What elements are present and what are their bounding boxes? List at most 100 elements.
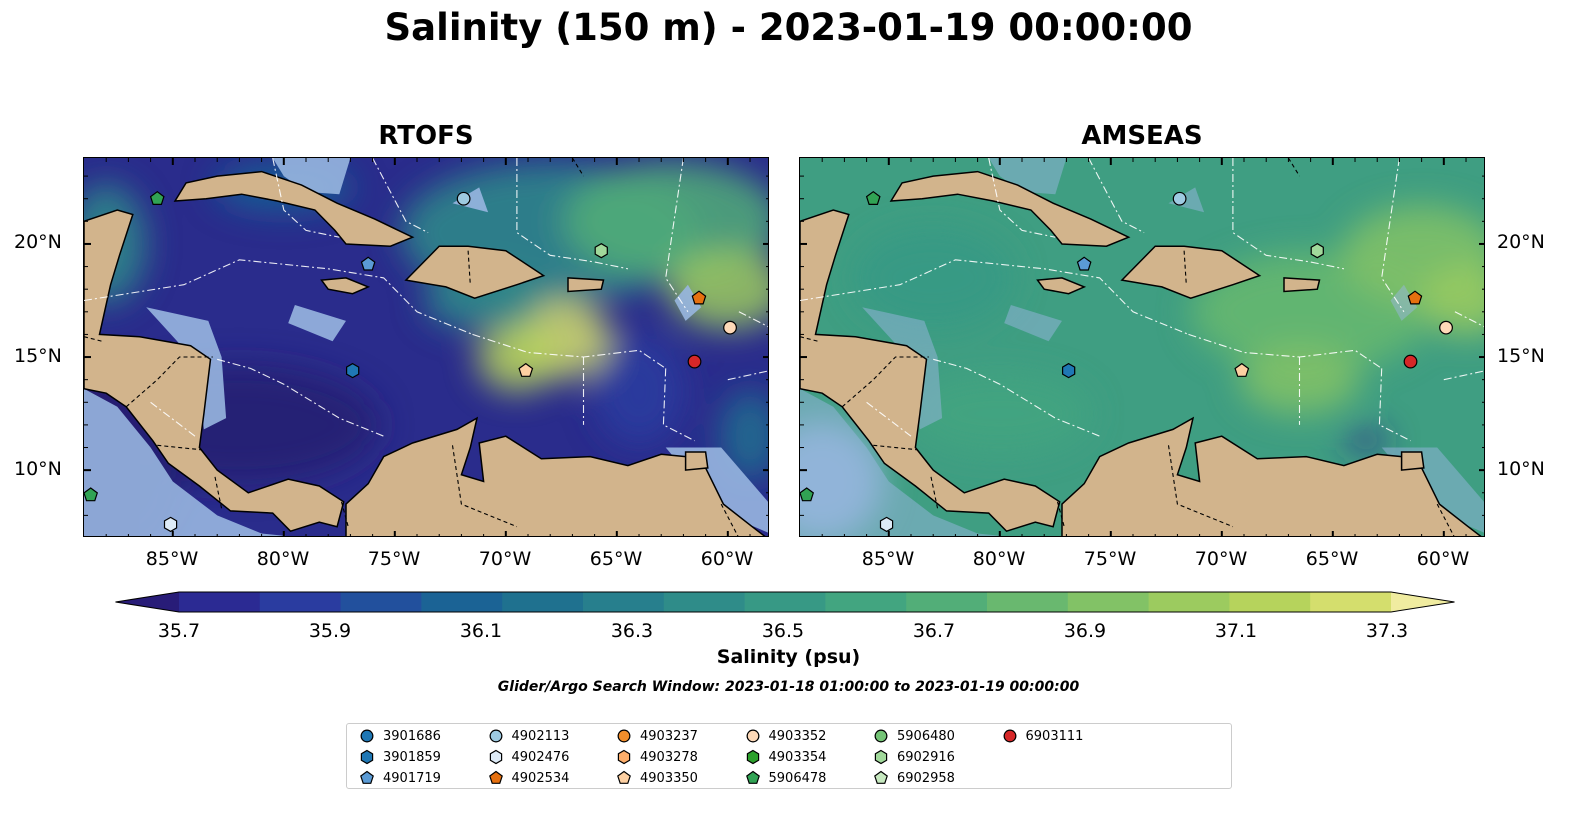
search-window-text: Glider/Argo Search Window: 2023-01-18 01… <box>497 679 1080 695</box>
salinity-patch <box>909 373 1090 454</box>
legend-item: 6902916 <box>873 748 955 766</box>
float-marker-4902534 <box>1407 290 1423 305</box>
country-border <box>1056 501 1065 527</box>
lat-label-right-20n: 20°N <box>1497 231 1545 253</box>
shallow-shelf <box>674 284 702 321</box>
float-marker-4903350 <box>1234 362 1250 377</box>
lon-label-right-75w: 75°W <box>1083 548 1137 570</box>
land-south-america <box>345 416 766 536</box>
legend-label: 5906480 <box>897 728 955 744</box>
lat-label-right-15n: 15°N <box>1497 345 1545 367</box>
lon-label-right-85w: 85°W <box>861 548 915 570</box>
lon-label-left-80w: 80°W <box>256 548 310 570</box>
lon-label-left-85w: 85°W <box>145 548 199 570</box>
float-marker-5906478 <box>800 487 815 502</box>
float-marker-4902113 <box>1172 191 1187 206</box>
legend-label: 6903111 <box>1025 728 1084 744</box>
legend-marker-pentagon <box>745 770 760 784</box>
colorbar-tick-label: 36.5 <box>761 620 805 642</box>
colorbar-tick-label: 36.9 <box>1063 620 1107 642</box>
legend-item: 5906480 <box>873 727 955 745</box>
float-marker-5906478 <box>149 190 165 206</box>
eez-boundary <box>800 259 1189 335</box>
legend-label: 4903352 <box>768 728 827 744</box>
legend-label: 4903278 <box>640 749 698 765</box>
salinity-patch <box>853 227 1014 328</box>
colorbar-swatch <box>583 592 665 612</box>
legend-item: 4902534 <box>488 769 569 787</box>
eez-boundary <box>516 158 629 270</box>
lon-label-right-70w: 70°W <box>1194 548 1248 570</box>
country-border <box>571 158 584 177</box>
legend-symbol <box>617 749 631 765</box>
lat-label-left-10n: 10°N <box>14 458 62 480</box>
colorbar <box>115 591 1455 613</box>
salinity-patch <box>476 322 557 393</box>
float-marker-6903111 <box>687 354 702 369</box>
colorbar-title: Salinity (psu) <box>716 646 861 668</box>
eez-boundary <box>1381 158 1405 313</box>
legend-symbol <box>874 770 888 784</box>
map-amseas <box>799 157 1485 537</box>
country-border <box>800 336 818 342</box>
colorbar-swatch <box>1229 592 1311 612</box>
land-jamaica <box>1036 277 1087 295</box>
legend-item: 4903352 <box>745 727 827 745</box>
rtofs-svg <box>84 158 768 536</box>
legend-symbol <box>874 729 888 743</box>
float-marker-4903352 <box>1439 320 1453 335</box>
colorbar-tick-label: 36.3 <box>610 620 654 642</box>
legend-item: 4903350 <box>616 769 698 787</box>
colorbar-extend-low <box>115 592 179 612</box>
figure-title: Salinity (150 m) - 2023-01-19 00:00:00 <box>384 6 1193 49</box>
land-hispaniola <box>1120 245 1262 299</box>
colorbar-tick-label: 36.7 <box>912 620 956 642</box>
lon-label-left-65w: 65°W <box>589 548 643 570</box>
country-border <box>214 476 223 509</box>
eez-boundary <box>372 158 429 234</box>
legend-marker-pentagon <box>360 770 374 784</box>
eez-boundary <box>866 401 912 437</box>
legend-symbol <box>489 749 502 765</box>
legend-label: 5906478 <box>768 770 827 786</box>
colorbar-tick-label: 36.1 <box>459 620 503 642</box>
salinity-patch <box>594 335 685 446</box>
land-trinidad <box>1400 451 1425 471</box>
legend-marker-hexagon <box>874 749 888 765</box>
legend-symbol <box>746 729 759 743</box>
colorbar-swatch <box>1310 592 1392 612</box>
shallow-shelf <box>1004 305 1062 342</box>
float-marker-3901859 <box>346 362 360 379</box>
land-puerto-rico <box>1283 277 1321 293</box>
land-trinidad <box>684 451 709 471</box>
legend-item: 3901686 <box>359 727 441 745</box>
legend-marker-hexagon <box>746 749 759 765</box>
eez-boundary <box>84 259 473 335</box>
legend-symbol <box>617 729 631 743</box>
legend-item: 4903237 <box>616 727 698 745</box>
shallow-shelf <box>800 388 1003 536</box>
float-marker-6902916 <box>1310 243 1324 259</box>
legend-symbol <box>360 729 374 743</box>
eez-boundary <box>665 158 689 313</box>
float-marker-6902916 <box>594 243 608 259</box>
lon-label-right-80w: 80°W <box>972 548 1026 570</box>
eez-boundary <box>1232 158 1345 270</box>
country-border <box>157 444 202 451</box>
colorbar-swatch <box>825 592 907 612</box>
shallow-shelf <box>288 305 346 342</box>
legend-symbol <box>617 770 631 784</box>
country-border <box>340 501 349 527</box>
legend-label: 6902916 <box>897 749 955 765</box>
legend-label: 4901719 <box>383 770 441 786</box>
float-marker-4902476 <box>879 516 894 533</box>
float-marker-3901859 <box>1062 362 1076 379</box>
legend-item: 4902476 <box>488 748 569 766</box>
salinity-patch <box>1344 430 1389 451</box>
country-border <box>720 503 739 536</box>
legend-label: 4903350 <box>640 770 698 786</box>
country-border <box>841 356 929 408</box>
colorbar-swatch <box>1148 592 1230 612</box>
eez-boundary <box>988 158 1056 238</box>
colorbar-swatch <box>421 592 503 612</box>
